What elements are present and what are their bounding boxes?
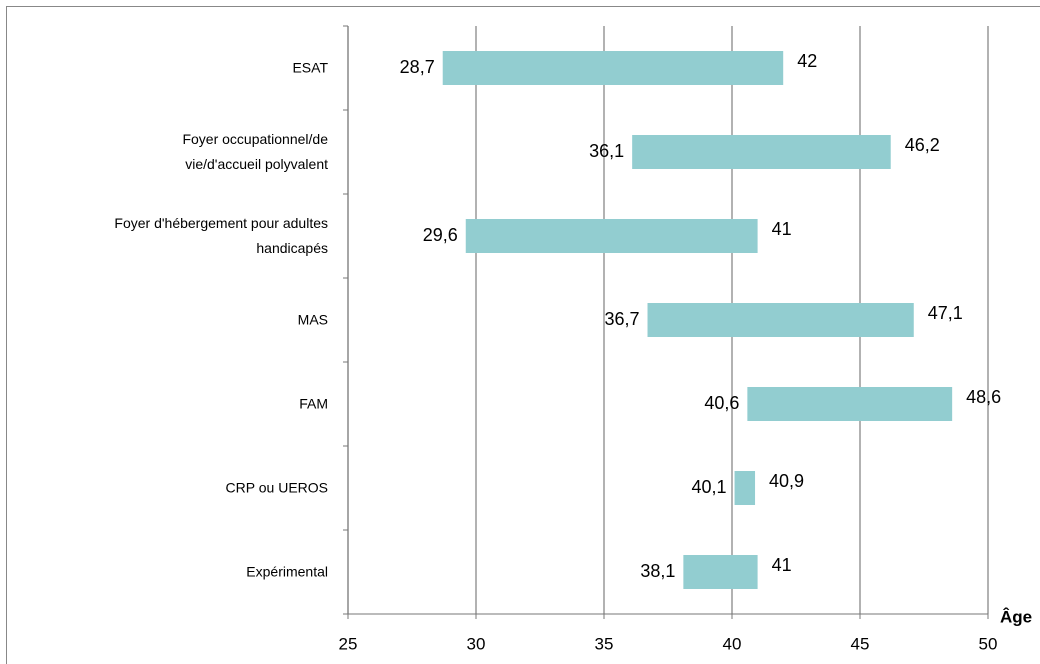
start-label: 38,1: [640, 561, 675, 581]
end-label: 48,6: [966, 387, 1001, 407]
start-label: 36,1: [589, 141, 624, 161]
x-tick-label: 50: [979, 634, 998, 653]
start-label: 40,6: [704, 393, 739, 413]
start-label: 36,7: [604, 309, 639, 329]
category-label: Foyer occupationnel/de vie/d'accueil pol…: [182, 131, 328, 172]
bar: [683, 555, 758, 589]
bar: [465, 219, 758, 253]
x-tick-label: 45: [851, 634, 870, 653]
bar: [734, 471, 756, 505]
end-label: 40,9: [769, 471, 804, 491]
end-label: 42: [797, 51, 817, 71]
x-tick-label: 30: [467, 634, 486, 653]
start-label: 28,7: [400, 57, 435, 77]
category-label: ESAT: [292, 59, 328, 76]
bar: [442, 51, 784, 85]
chart-border: [6, 6, 1040, 664]
category-label: FAM: [299, 395, 328, 412]
x-axis-label: Âge: [1000, 607, 1032, 626]
start-label: 40,1: [692, 477, 727, 497]
bar: [647, 303, 914, 337]
end-label: 41: [772, 219, 792, 239]
category-label: Foyer d'hébergement pour adultes handica…: [114, 215, 328, 256]
x-tick-label: 35: [595, 634, 614, 653]
bar: [632, 135, 891, 169]
end-label: 41: [772, 555, 792, 575]
category-label: CRP ou UEROS: [225, 479, 328, 496]
start-label: 29,6: [423, 225, 458, 245]
end-label: 46,2: [905, 135, 940, 155]
bar: [747, 387, 953, 421]
x-tick-label: 25: [339, 634, 358, 653]
x-tick-label: 40: [723, 634, 742, 653]
category-label: Expérimental: [246, 563, 328, 580]
category-label: MAS: [297, 311, 328, 328]
end-label: 47,1: [928, 303, 963, 323]
